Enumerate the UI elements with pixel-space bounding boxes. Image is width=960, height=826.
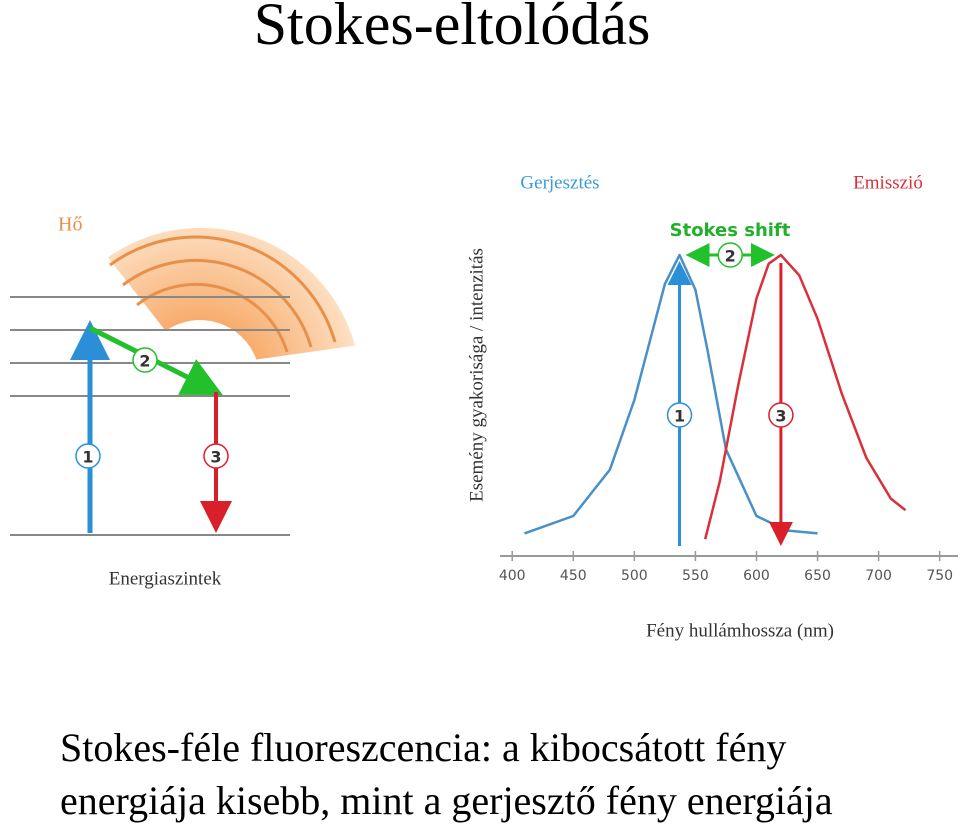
step-circle: [75, 443, 101, 469]
step-circle: [768, 402, 794, 428]
heat-wedge: [108, 227, 355, 360]
stokes-shift-label: Stokes shift: [670, 220, 791, 241]
caption-line: Stokes-féle fluoreszcencia: a kibocsátot…: [60, 725, 786, 770]
step-number: 2: [725, 247, 736, 266]
step-number: 1: [82, 448, 93, 467]
legend-label: Gerjesztés: [520, 172, 599, 193]
step-circle: [717, 242, 743, 268]
legend-label: Emisszió: [853, 172, 923, 193]
caption-line: energiája kisebb, mint a gerjesztő fény …: [60, 778, 833, 823]
step-number: 1: [674, 407, 685, 426]
step-circle: [132, 347, 158, 373]
energy-levels: [10, 296, 290, 536]
x-tick-label: 700: [865, 568, 892, 584]
step-circle: [203, 443, 229, 469]
levels-label: Energiaszintek: [109, 568, 222, 589]
x-axis-label: Fény hullámhossza (nm): [646, 620, 834, 641]
x-tick-label: 450: [560, 568, 587, 584]
heat-arcs: [109, 235, 337, 353]
spectrum-line: [524, 253, 818, 535]
slide-title: Stokes-eltolódás: [254, 0, 651, 57]
spectrum-line: [703, 253, 907, 540]
heat-label: Hő: [58, 214, 82, 236]
y-axis-label: Esemény gyakorisága / intenzitás: [466, 248, 487, 502]
step-number: 2: [139, 352, 150, 371]
x-tick-label: 550: [682, 568, 709, 584]
x-tick-label: 400: [499, 568, 526, 584]
x-tick-label: 650: [804, 568, 831, 584]
x-tick-label: 750: [926, 568, 953, 584]
step-number: 3: [775, 407, 786, 426]
step-number: 3: [210, 448, 221, 467]
x-tick-label: 500: [621, 568, 648, 584]
x-tick-label: 600: [743, 568, 770, 584]
step-circle: [666, 402, 693, 428]
